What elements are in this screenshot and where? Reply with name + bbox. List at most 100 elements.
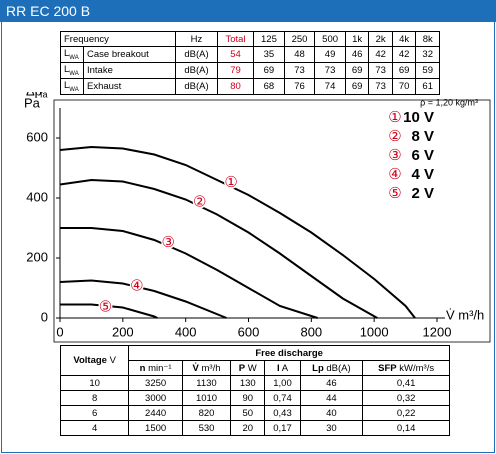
column-header: Hz — [175, 31, 218, 47]
value: 35 — [253, 46, 285, 63]
curve-marker-bg — [224, 175, 239, 189]
value: 48 — [283, 46, 316, 63]
value: 69 — [344, 61, 370, 79]
cell: 1500 — [128, 420, 183, 436]
curve-marker: ⑤ — [99, 298, 112, 315]
x-tick-label: 1000 — [360, 324, 389, 339]
unit: dB(A) — [175, 61, 218, 79]
label-sub: WA — [69, 86, 79, 93]
cell: 0,17 — [264, 420, 301, 436]
x-tick-label: 0 — [56, 324, 63, 339]
cell: 10 — [59, 375, 130, 391]
cell: 90 — [230, 390, 266, 406]
curve-marker: ① — [224, 174, 237, 191]
column-header: 4k — [391, 31, 417, 47]
x-tick-label: 800 — [300, 324, 322, 339]
sound-table: Frequency Hz Total 125 250 500 1k 2k 4k 8k LWA Case… — [59, 31, 440, 95]
value: 42 — [368, 46, 393, 63]
curve — [60, 303, 158, 319]
legend-label: 10 V — [403, 109, 434, 126]
value: 73 — [283, 61, 316, 79]
y-tick-label: 200 — [26, 249, 48, 264]
cell: 0,22 — [362, 405, 450, 421]
y-axis-label: Δp — [26, 92, 42, 98]
curve — [59, 178, 378, 319]
curve-marker: ② — [193, 193, 206, 210]
cell: 3250 — [128, 375, 183, 391]
column-name: Voltage — [73, 355, 107, 366]
data-row: LWA Intake dB(A) 79 69 73 73 69 73 69 59 — [60, 61, 440, 79]
row-name: Case breakout — [82, 46, 177, 63]
x-axis-label: V̇ m³/h — [446, 307, 484, 322]
header-row: Frequency Hz Total 125 250 500 1k 2k 4k 8k — [59, 31, 440, 47]
unit: dB(A) — [175, 46, 218, 63]
legend-marker: ⑤ — [388, 185, 401, 202]
cell: 4 — [59, 420, 130, 436]
value: 79 — [216, 61, 255, 79]
value: 49 — [314, 46, 346, 63]
cell: 0,74 — [264, 390, 301, 406]
column-name: Lp — [312, 362, 324, 374]
column-unit: min⁻¹ — [148, 362, 172, 374]
row-name: Exhaust — [82, 77, 177, 95]
value: 61 — [415, 77, 440, 95]
value: 54 — [216, 46, 255, 63]
curve-marker-bg — [98, 299, 113, 314]
value: 42 — [391, 46, 417, 63]
cell: 0,41 — [362, 375, 450, 391]
cell: 8 — [59, 390, 130, 406]
column-header: P W — [230, 360, 266, 376]
column-unit: kW/m³/s — [399, 362, 435, 374]
cell: 1010 — [181, 390, 232, 406]
cell: 0,14 — [362, 420, 450, 436]
label-sub: WA — [69, 70, 79, 77]
column-header: 8k — [415, 31, 440, 47]
cell: 2440 — [128, 405, 183, 421]
label: L — [64, 63, 70, 75]
x-tick-label: 600 — [238, 324, 260, 339]
curve — [60, 227, 318, 319]
row-label: LWA — [60, 46, 84, 63]
x-tick-label: 400 — [175, 324, 197, 339]
cell: 6 — [59, 405, 130, 421]
column-name: P — [238, 362, 246, 374]
legend-label: 8 V — [411, 128, 434, 145]
data-row: 8 3000 1010 90 0,74 44 0,32 — [59, 390, 450, 406]
column-header: 1k — [344, 31, 370, 47]
legend-label: 4 V — [411, 166, 434, 183]
y-axis-unit: Pa — [24, 95, 41, 110]
cell: 30 — [299, 420, 364, 436]
header-row: Voltage V Free discharge — [59, 345, 450, 376]
y-tick-label: 600 — [26, 129, 48, 144]
x-tick-label: 200 — [112, 324, 134, 339]
column-header: Total — [216, 31, 255, 47]
data-row: 4 1500 530 20 0,17 30 0,14 — [59, 420, 450, 436]
column-header: n min⁻¹ — [128, 360, 183, 376]
y-tick-label: 400 — [26, 189, 48, 204]
column-unit: V — [109, 355, 116, 366]
cell: 1,00 — [264, 375, 301, 391]
curve-marker-bg — [129, 278, 144, 293]
legend-marker: ① — [388, 109, 401, 126]
value: 59 — [415, 61, 440, 79]
cell: 20 — [230, 420, 266, 436]
value: 80 — [216, 77, 255, 95]
legend-label: 2 V — [411, 185, 434, 202]
performance-table: Voltage V Free discharge n min⁻¹ V̇ m³/h P W… — [59, 345, 450, 436]
value: 46 — [344, 46, 370, 63]
annotation: ρ = 1,20 kg/m³ — [420, 97, 478, 107]
value: 73 — [314, 61, 346, 79]
column-unit: m³/h — [201, 362, 221, 374]
cell: 820 — [181, 405, 232, 421]
cell: 130 — [230, 375, 266, 391]
value: 32 — [415, 46, 440, 63]
column-header: Frequency — [59, 31, 177, 47]
legend-marker: ③ — [388, 147, 401, 164]
cell: 50 — [230, 405, 266, 421]
curve-marker: ④ — [130, 277, 143, 294]
y-axis-label-sub: fa — [40, 92, 48, 99]
column-name: V̇ — [192, 362, 199, 374]
column-name: n — [139, 362, 146, 374]
data-row: LWA Exhaust dB(A) 80 68 76 74 69 73 70 61 — [60, 77, 440, 95]
cell: 3000 — [128, 390, 183, 406]
